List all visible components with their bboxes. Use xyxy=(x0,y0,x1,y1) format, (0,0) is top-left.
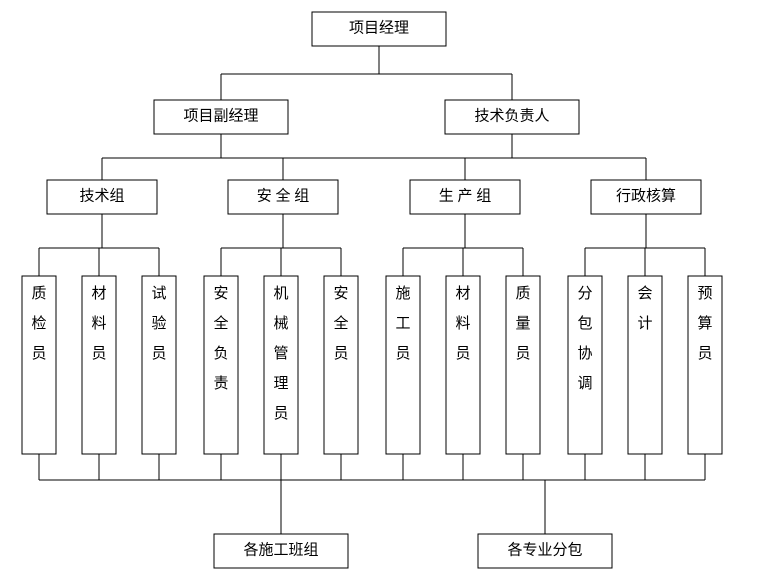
node-label: 材料员 xyxy=(91,285,106,362)
node-root: 项目经理 xyxy=(312,12,446,46)
node-label: 安 全 组 xyxy=(257,186,310,204)
node-l2a: 项目副经理 xyxy=(154,100,288,134)
node-label: 项目副经理 xyxy=(183,107,258,124)
node-r4: 安全负责 xyxy=(204,276,238,454)
node-r9: 质量员 xyxy=(506,276,540,454)
node-label: 质检员 xyxy=(31,285,46,362)
node-l2b: 技术负责人 xyxy=(445,100,579,134)
node-r11: 会计 xyxy=(628,276,662,454)
node-r5: 机械管理员 xyxy=(264,276,298,454)
node-r8: 材料员 xyxy=(446,276,480,454)
node-label: 各专业分包 xyxy=(507,541,582,558)
node-label: 施工员 xyxy=(395,285,410,362)
node-label: 试验员 xyxy=(151,285,166,362)
node-label: 行政核算 xyxy=(616,186,676,204)
node-label: 生 产 组 xyxy=(439,187,492,204)
node-g3: 生 产 组 xyxy=(410,180,520,214)
node-b2: 各专业分包 xyxy=(478,534,612,568)
node-label: 安全员 xyxy=(333,285,348,362)
node-g2: 安 全 组 xyxy=(228,180,338,214)
node-label: 质量员 xyxy=(515,285,530,362)
node-r10: 分包协调 xyxy=(568,276,602,454)
node-r6: 安全员 xyxy=(324,276,358,454)
node-r7: 施工员 xyxy=(386,276,420,454)
node-r2: 材料员 xyxy=(82,276,116,454)
org-chart: 项目经理项目副经理 技术负责人技术组 安 全 组 生 产 组 行政核算质检员 材料员 试验员… xyxy=(0,0,758,585)
node-label: 技术组 xyxy=(79,187,124,204)
node-r12: 预算员 xyxy=(688,276,722,454)
node-label: 项目经理 xyxy=(349,19,409,36)
node-r3: 试验员 xyxy=(142,276,176,454)
node-g1: 技术组 xyxy=(47,180,157,214)
node-r1: 质检员 xyxy=(22,276,56,454)
node-label: 技术负责人 xyxy=(474,107,549,124)
node-label: 预算员 xyxy=(697,285,712,362)
node-g4: 行政核算 xyxy=(591,180,701,214)
node-label: 材料员 xyxy=(455,285,470,362)
node-b1: 各施工班组 xyxy=(214,534,348,568)
node-label: 各施工班组 xyxy=(243,541,318,558)
